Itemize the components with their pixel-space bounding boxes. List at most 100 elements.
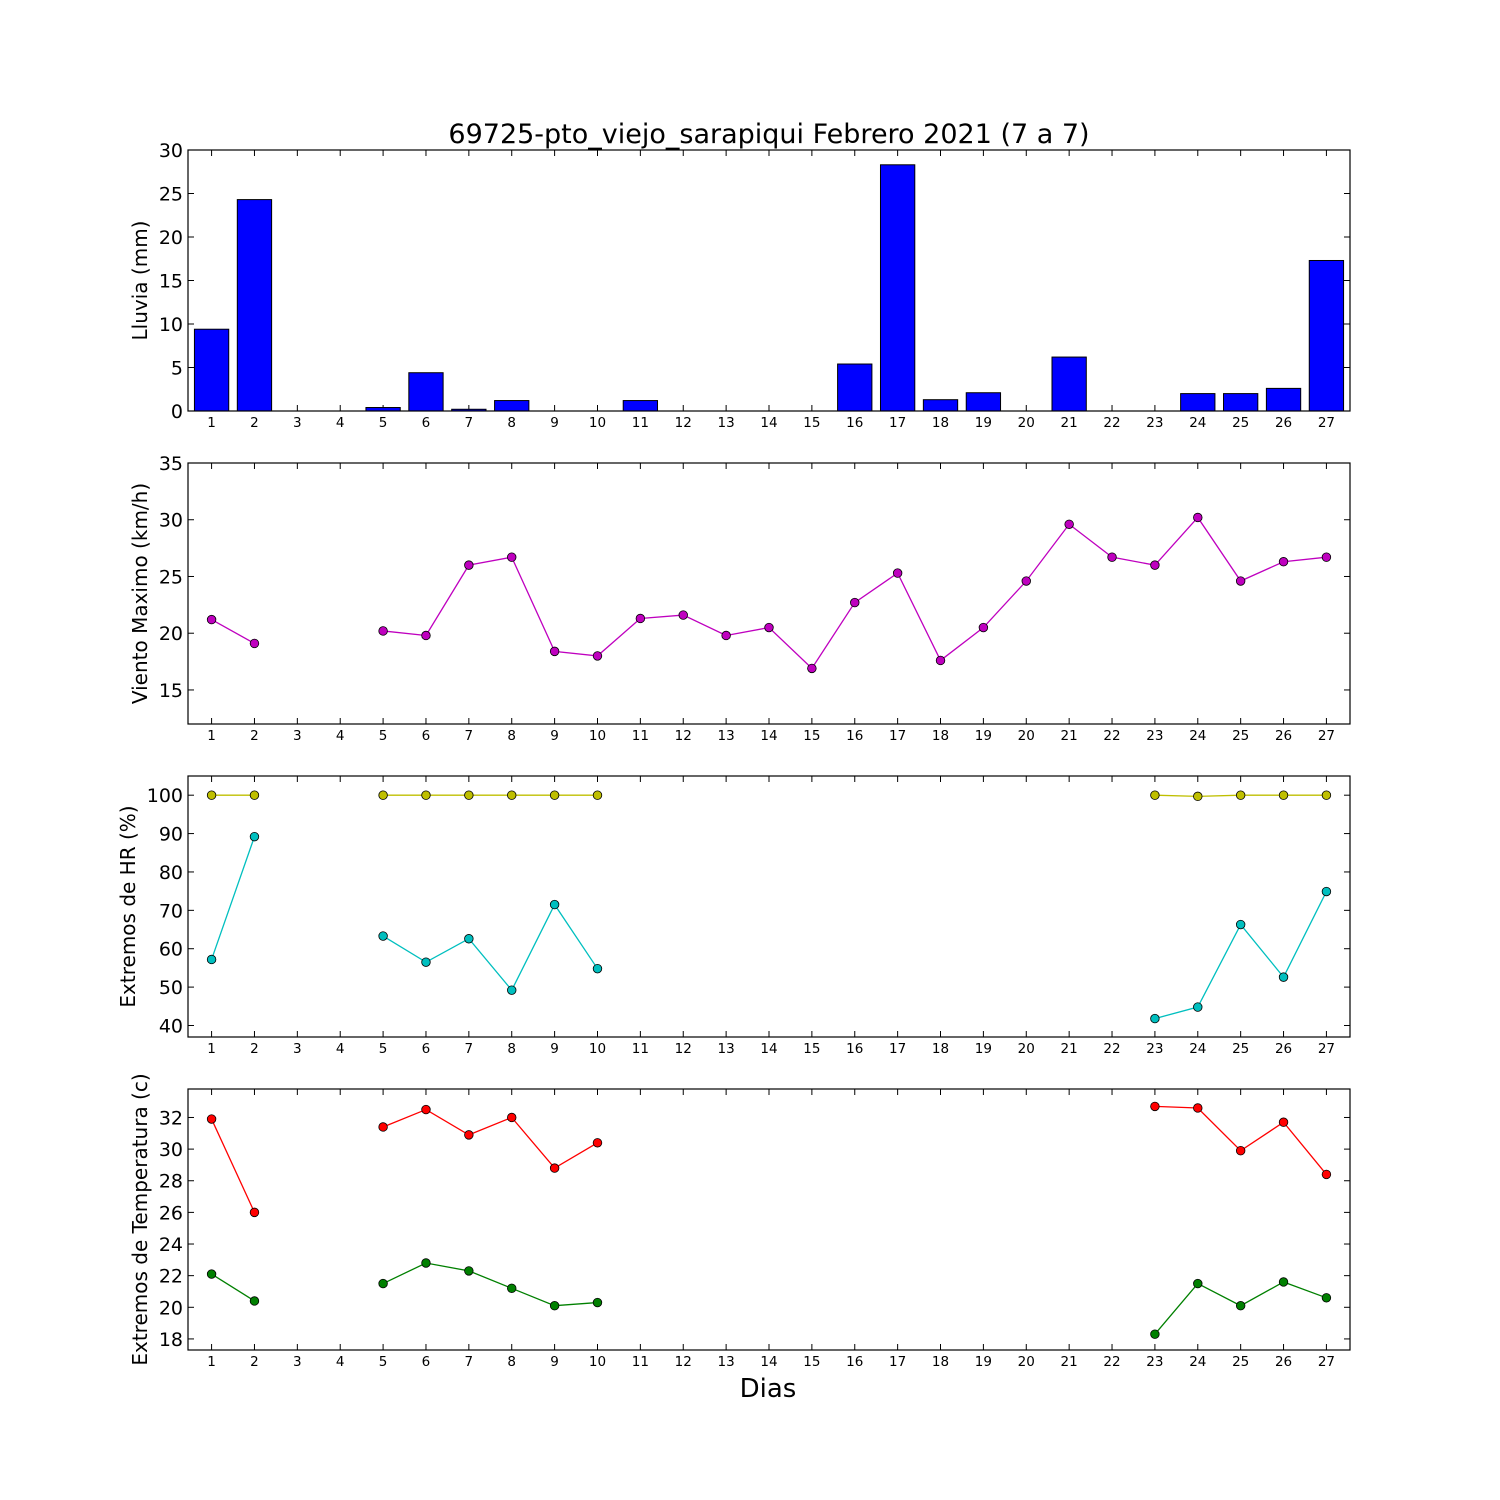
x-tick-label: 11 xyxy=(632,1041,649,1057)
rain-bar xyxy=(622,400,659,412)
data-point xyxy=(892,568,903,578)
data-point xyxy=(421,630,431,641)
x-tick-label: 18 xyxy=(932,1041,949,1057)
x-tick-label: 17 xyxy=(889,415,906,431)
data-point xyxy=(378,1278,388,1289)
data-point xyxy=(507,552,517,562)
data-point xyxy=(1107,552,1117,562)
data-point xyxy=(1150,1329,1160,1339)
data-point xyxy=(635,613,646,624)
data-point xyxy=(206,614,217,625)
x-tick-label: 7 xyxy=(465,415,474,431)
x-tick-label: 25 xyxy=(1232,728,1249,744)
data-point xyxy=(464,1130,474,1140)
data-point xyxy=(1235,1145,1246,1156)
x-tick-label: 12 xyxy=(675,415,692,431)
data-point xyxy=(1321,552,1332,562)
x-tick-label: 11 xyxy=(632,415,649,431)
data-point xyxy=(1321,1293,1332,1303)
x-tick-label: 14 xyxy=(760,415,777,431)
x-tick-label: 16 xyxy=(846,1354,863,1370)
y-axis-label: Extremos de Temperatura (c) xyxy=(128,1073,152,1365)
x-tick-label: 5 xyxy=(379,1354,388,1370)
y-tick-label: 18 xyxy=(159,1329,183,1351)
x-tick-label: 5 xyxy=(379,415,388,431)
figure-title: 69725-pto_viejo_sarapiqui Febrero 2021 (… xyxy=(448,119,1089,150)
x-tick-label: 2 xyxy=(250,415,259,431)
x-tick-label: 12 xyxy=(675,1354,692,1370)
x-tick-label: 2 xyxy=(250,728,259,744)
x-tick-label: 9 xyxy=(550,728,559,744)
data-point xyxy=(549,1301,560,1311)
y-tick-label: 28 xyxy=(159,1171,183,1193)
data-point xyxy=(978,622,989,633)
x-tick-label: 19 xyxy=(975,1041,992,1057)
data-point xyxy=(1064,519,1074,529)
x-tick-label: 23 xyxy=(1146,1041,1163,1057)
series-1 xyxy=(206,1101,1332,1218)
x-tick-label: 4 xyxy=(336,1354,345,1370)
x-tick-label: 9 xyxy=(550,1354,559,1370)
x-tick-label: 25 xyxy=(1232,1354,1249,1370)
data-point xyxy=(1321,790,1332,800)
y-tick-label: 100 xyxy=(147,785,183,807)
data-point xyxy=(1150,1101,1160,1112)
x-tick-label: 20 xyxy=(1018,1041,1035,1057)
x-tick-label: 1 xyxy=(207,728,216,744)
x-tick-label: 22 xyxy=(1103,415,1120,431)
y-tick-label: 20 xyxy=(159,227,183,249)
data-point xyxy=(464,934,474,944)
x-tick-label: 7 xyxy=(465,728,474,744)
x-tick-label: 21 xyxy=(1061,1354,1078,1370)
x-tick-label: 16 xyxy=(846,1041,863,1057)
y-tick-label: 70 xyxy=(159,900,183,922)
x-tick-label: 5 xyxy=(379,1041,388,1057)
x-tick-label: 14 xyxy=(760,728,777,744)
data-point xyxy=(721,630,731,641)
y-axis-label: Extremos de HR (%) xyxy=(116,805,140,1007)
x-tick-label: 7 xyxy=(465,1354,474,1370)
series-line xyxy=(211,1273,255,1302)
data-point xyxy=(464,790,474,800)
x-tick-label: 15 xyxy=(803,415,820,431)
rain-bar xyxy=(193,328,230,412)
data-point xyxy=(1150,790,1160,800)
y-tick-label: 25 xyxy=(159,566,183,588)
x-tick-label: 8 xyxy=(507,1354,516,1370)
x-tick-label: 23 xyxy=(1146,415,1163,431)
series-1 xyxy=(206,512,1332,674)
x-tick-label: 20 xyxy=(1018,1354,1035,1370)
x-tick-label: 20 xyxy=(1018,415,1035,431)
rain-bar xyxy=(1180,393,1216,412)
series-line xyxy=(210,1118,256,1213)
x-tick-label: 2 xyxy=(250,1354,259,1370)
y-tick-label: 32 xyxy=(159,1107,183,1129)
x-tick-label: 21 xyxy=(1061,1041,1078,1057)
data-point xyxy=(1235,790,1246,800)
axes-frame xyxy=(187,149,1351,412)
x-tick-label: 27 xyxy=(1318,1354,1335,1370)
x-tick-label: 10 xyxy=(589,1041,606,1057)
y-tick-label: 25 xyxy=(159,184,183,206)
y-tick-label: 15 xyxy=(159,680,183,702)
data-point xyxy=(935,655,946,666)
data-point xyxy=(206,1269,217,1279)
rain-bar xyxy=(1308,259,1345,412)
x-tick-label: 20 xyxy=(1018,728,1035,744)
x-tick-label: 15 xyxy=(803,1354,820,1370)
x-tick-label: 4 xyxy=(336,1041,345,1057)
x-tick-label: 6 xyxy=(422,728,431,744)
data-point xyxy=(1193,1002,1203,1012)
x-tick-label: 27 xyxy=(1318,415,1335,431)
x-tick-label: 5 xyxy=(379,728,388,744)
x-tick-label: 18 xyxy=(932,415,949,431)
data-point xyxy=(421,957,431,967)
data-point xyxy=(549,899,560,910)
x-tick-label: 8 xyxy=(507,728,516,744)
x-tick-label: 24 xyxy=(1189,415,1206,431)
y-axis-label: Viento Maximo (km/h) xyxy=(128,483,152,704)
rain-bar xyxy=(1223,393,1259,412)
